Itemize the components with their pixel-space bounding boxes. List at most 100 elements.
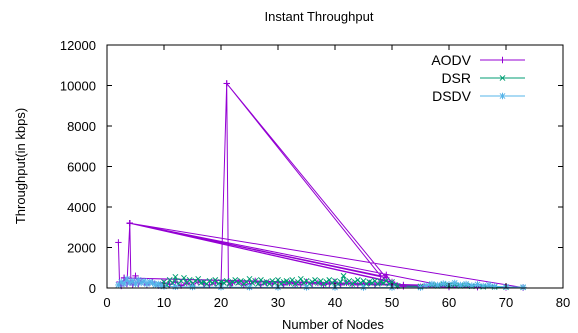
x-tick-label: 60 — [442, 295, 456, 310]
data-point-dsr — [263, 279, 270, 285]
data-point-dsr — [226, 281, 233, 287]
data-point-dsdv — [519, 283, 527, 291]
data-point-dsr — [235, 280, 242, 286]
x-tick-label: 0 — [103, 295, 110, 310]
legend-label-dsdv: DSDV — [432, 88, 472, 104]
x-tick-label: 70 — [499, 295, 513, 310]
data-point-dsr — [352, 279, 358, 285]
y-tick-label: 4000 — [67, 200, 96, 215]
data-point-dsr — [212, 276, 219, 283]
x-tick-label: 10 — [157, 295, 171, 310]
data-point-dsdv — [451, 279, 458, 287]
data-point-dsdv — [434, 281, 441, 289]
x-axis: 0 10 20 30 40 50 60 70 80 — [103, 45, 570, 310]
data-point-dsdv — [172, 283, 179, 290]
legend-marker-dsr — [499, 75, 506, 81]
plot-markers — [115, 80, 527, 291]
legend-label-dsr: DSR — [441, 70, 471, 86]
legend-label-aodv: AODV — [431, 52, 471, 68]
data-point-dsr — [314, 280, 321, 286]
data-point-dsr — [300, 280, 307, 286]
data-point-dsr — [229, 279, 236, 285]
x-tick-label: 80 — [556, 295, 570, 310]
data-point-dsr — [255, 281, 261, 287]
data-point-dsr — [195, 275, 202, 282]
data-point-dsr — [380, 280, 387, 286]
y-axis: 0 2000 4000 6000 8000 10000 12000 — [60, 38, 563, 296]
data-point-dsr — [269, 277, 276, 284]
x-axis-title: Number of Nodes — [282, 317, 384, 332]
data-point-aodv — [115, 239, 122, 246]
y-tick-label: 0 — [89, 281, 96, 296]
data-point-dsr — [246, 275, 253, 282]
data-point-dsdv — [123, 275, 131, 283]
data-point-dsr — [323, 279, 330, 285]
data-point-dsdv — [491, 283, 498, 290]
x-tick-label: 30 — [271, 295, 285, 310]
data-point-dsr — [369, 280, 375, 286]
data-point-dsr — [292, 281, 299, 287]
data-point-dsr — [349, 281, 356, 287]
x-tick-label: 20 — [214, 295, 228, 310]
data-point-dsdv — [189, 283, 196, 291]
data-point-aodv — [240, 281, 247, 289]
data-point-dsr — [249, 280, 256, 286]
data-point-dsr — [297, 275, 304, 282]
data-point-dsr — [181, 274, 187, 281]
y-tick-label: 8000 — [67, 119, 96, 134]
data-point-dsdv — [462, 280, 470, 288]
data-point-dsdv — [246, 284, 253, 291]
plot-lines — [117, 83, 524, 289]
y-axis-title: Throughput(in kbps) — [13, 108, 28, 224]
data-point-dsdv — [474, 281, 481, 288]
data-point-dsdv — [360, 284, 367, 291]
data-point-dsr — [386, 281, 393, 287]
data-point-dsr — [275, 276, 281, 283]
data-point-aodv — [297, 281, 304, 289]
y-tick-label: 12000 — [60, 38, 96, 53]
x-tick-label: 50 — [385, 295, 399, 310]
data-point-dsr — [172, 273, 179, 280]
data-point-aodv — [126, 220, 133, 227]
data-point-dsr — [169, 280, 176, 286]
data-point-dsr — [200, 279, 207, 285]
data-point-dsr — [240, 281, 247, 287]
data-point-dsdv — [120, 280, 128, 288]
data-point-dsr — [206, 277, 213, 284]
plot-frame — [106, 44, 564, 289]
data-point-dsr — [320, 281, 327, 287]
chart-title: Instant Throughput — [265, 9, 374, 24]
data-point-dsr — [340, 272, 347, 279]
data-point-dsr — [357, 280, 364, 286]
data-point-dsr — [337, 279, 344, 285]
data-point-dsr — [192, 277, 199, 284]
data-point-dsdv — [132, 280, 139, 288]
data-point-aodv — [377, 272, 384, 280]
data-point-dsdv — [485, 281, 493, 289]
data-point-aodv — [320, 281, 327, 289]
x-tick-label: 40 — [328, 295, 342, 310]
series-line-aodv — [117, 83, 524, 289]
data-point-dsr — [343, 280, 350, 286]
data-point-aodv — [400, 281, 407, 289]
data-point-dsdv — [457, 281, 464, 289]
data-point-aodv — [354, 281, 361, 289]
data-point-aodv — [132, 272, 139, 280]
data-point-aodv — [383, 274, 390, 282]
data-point-dsr — [283, 277, 290, 284]
data-point-dsr — [220, 280, 227, 286]
y-tick-label: 10000 — [60, 79, 96, 94]
y-tick-label: 2000 — [67, 241, 96, 256]
data-point-aodv — [223, 80, 230, 87]
data-point-dsr — [289, 276, 296, 283]
y-tick-label: 6000 — [67, 160, 96, 175]
legend-marker-dsdv — [499, 92, 506, 100]
data-point-dsdv — [129, 277, 136, 285]
data-point-dsr — [374, 281, 381, 287]
data-point-dsr — [309, 279, 316, 285]
data-point-dsr — [186, 276, 193, 283]
data-point-dsr — [329, 280, 336, 286]
data-point-dsdv — [440, 280, 447, 287]
data-point-dsdv — [428, 280, 436, 288]
